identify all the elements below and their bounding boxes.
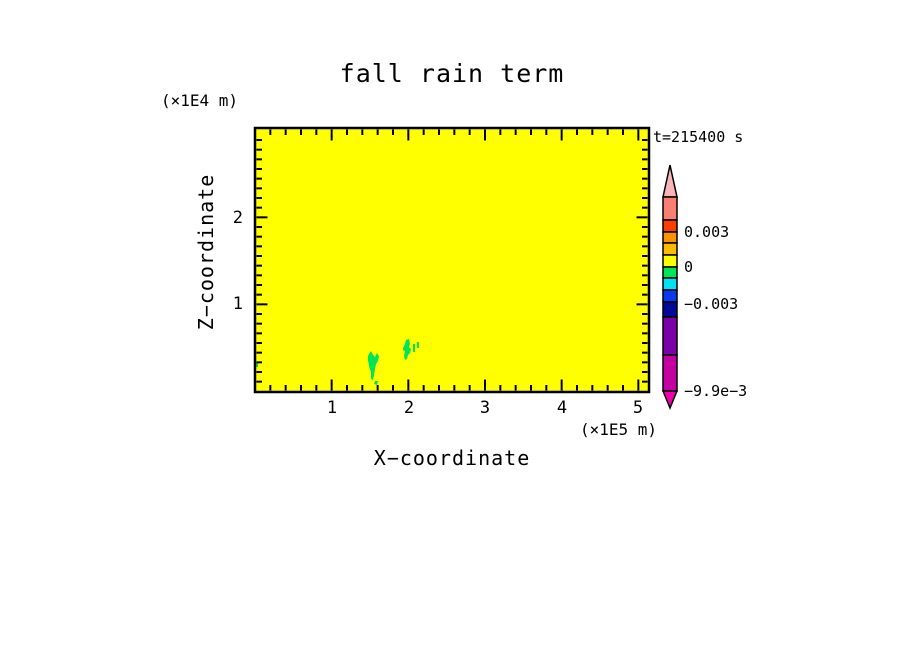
y-tick-label-1: 1 [232,294,243,314]
x-tick-label-4: 4 [556,398,568,418]
colorbar [661,164,679,410]
negative-value-patch [256,363,258,367]
colorbar-segment [662,354,678,392]
colorbar-segment [662,242,678,256]
colorbar-label-min: −9.9e−3 [684,382,748,400]
time-annotation: t=215400 s [653,128,744,146]
x-axis-unit-label: (×1E5 m) [579,420,657,439]
x-tick-label-5: 5 [632,398,644,418]
x-tick-label-2: 2 [403,398,415,418]
plot-area [255,128,649,392]
negative-value-patch [368,351,379,380]
colorbar-segment [662,289,678,303]
y-tick-label-2: 2 [232,208,243,228]
chart-title: fall rain term [339,59,565,88]
colorbar-label-neg: −0.003 [684,295,739,313]
colorbar-segment [662,301,678,318]
negative-value-patch [417,342,419,348]
negative-value-patch [374,381,378,385]
colorbar-segment [662,316,678,356]
colorbar-top-arrow [662,164,678,198]
colorbar-segment [662,219,678,233]
colorbar-bottom-arrow [661,390,679,410]
colorbar-segment [662,231,678,244]
negative-value-patch [403,339,411,360]
colorbar-segment [662,254,678,268]
y-axis-unit-label: (×1E4 m) [161,91,239,110]
colorbar-label-zero: 0 [684,258,694,276]
y-axis-title: Z−coordinate [194,173,218,331]
plot-frame [253,126,651,394]
x-tick-label-1: 1 [326,398,338,418]
colorbar-segment [662,277,678,291]
colorbar-segment [662,196,678,221]
negative-value-patch [413,344,415,352]
x-tick-label-3: 3 [479,398,491,418]
colorbar-segment [662,266,678,279]
colorbar-label-pos: 0.003 [684,223,730,241]
axis-ticks [256,129,648,391]
x-axis-title: X−coordinate [373,446,531,470]
